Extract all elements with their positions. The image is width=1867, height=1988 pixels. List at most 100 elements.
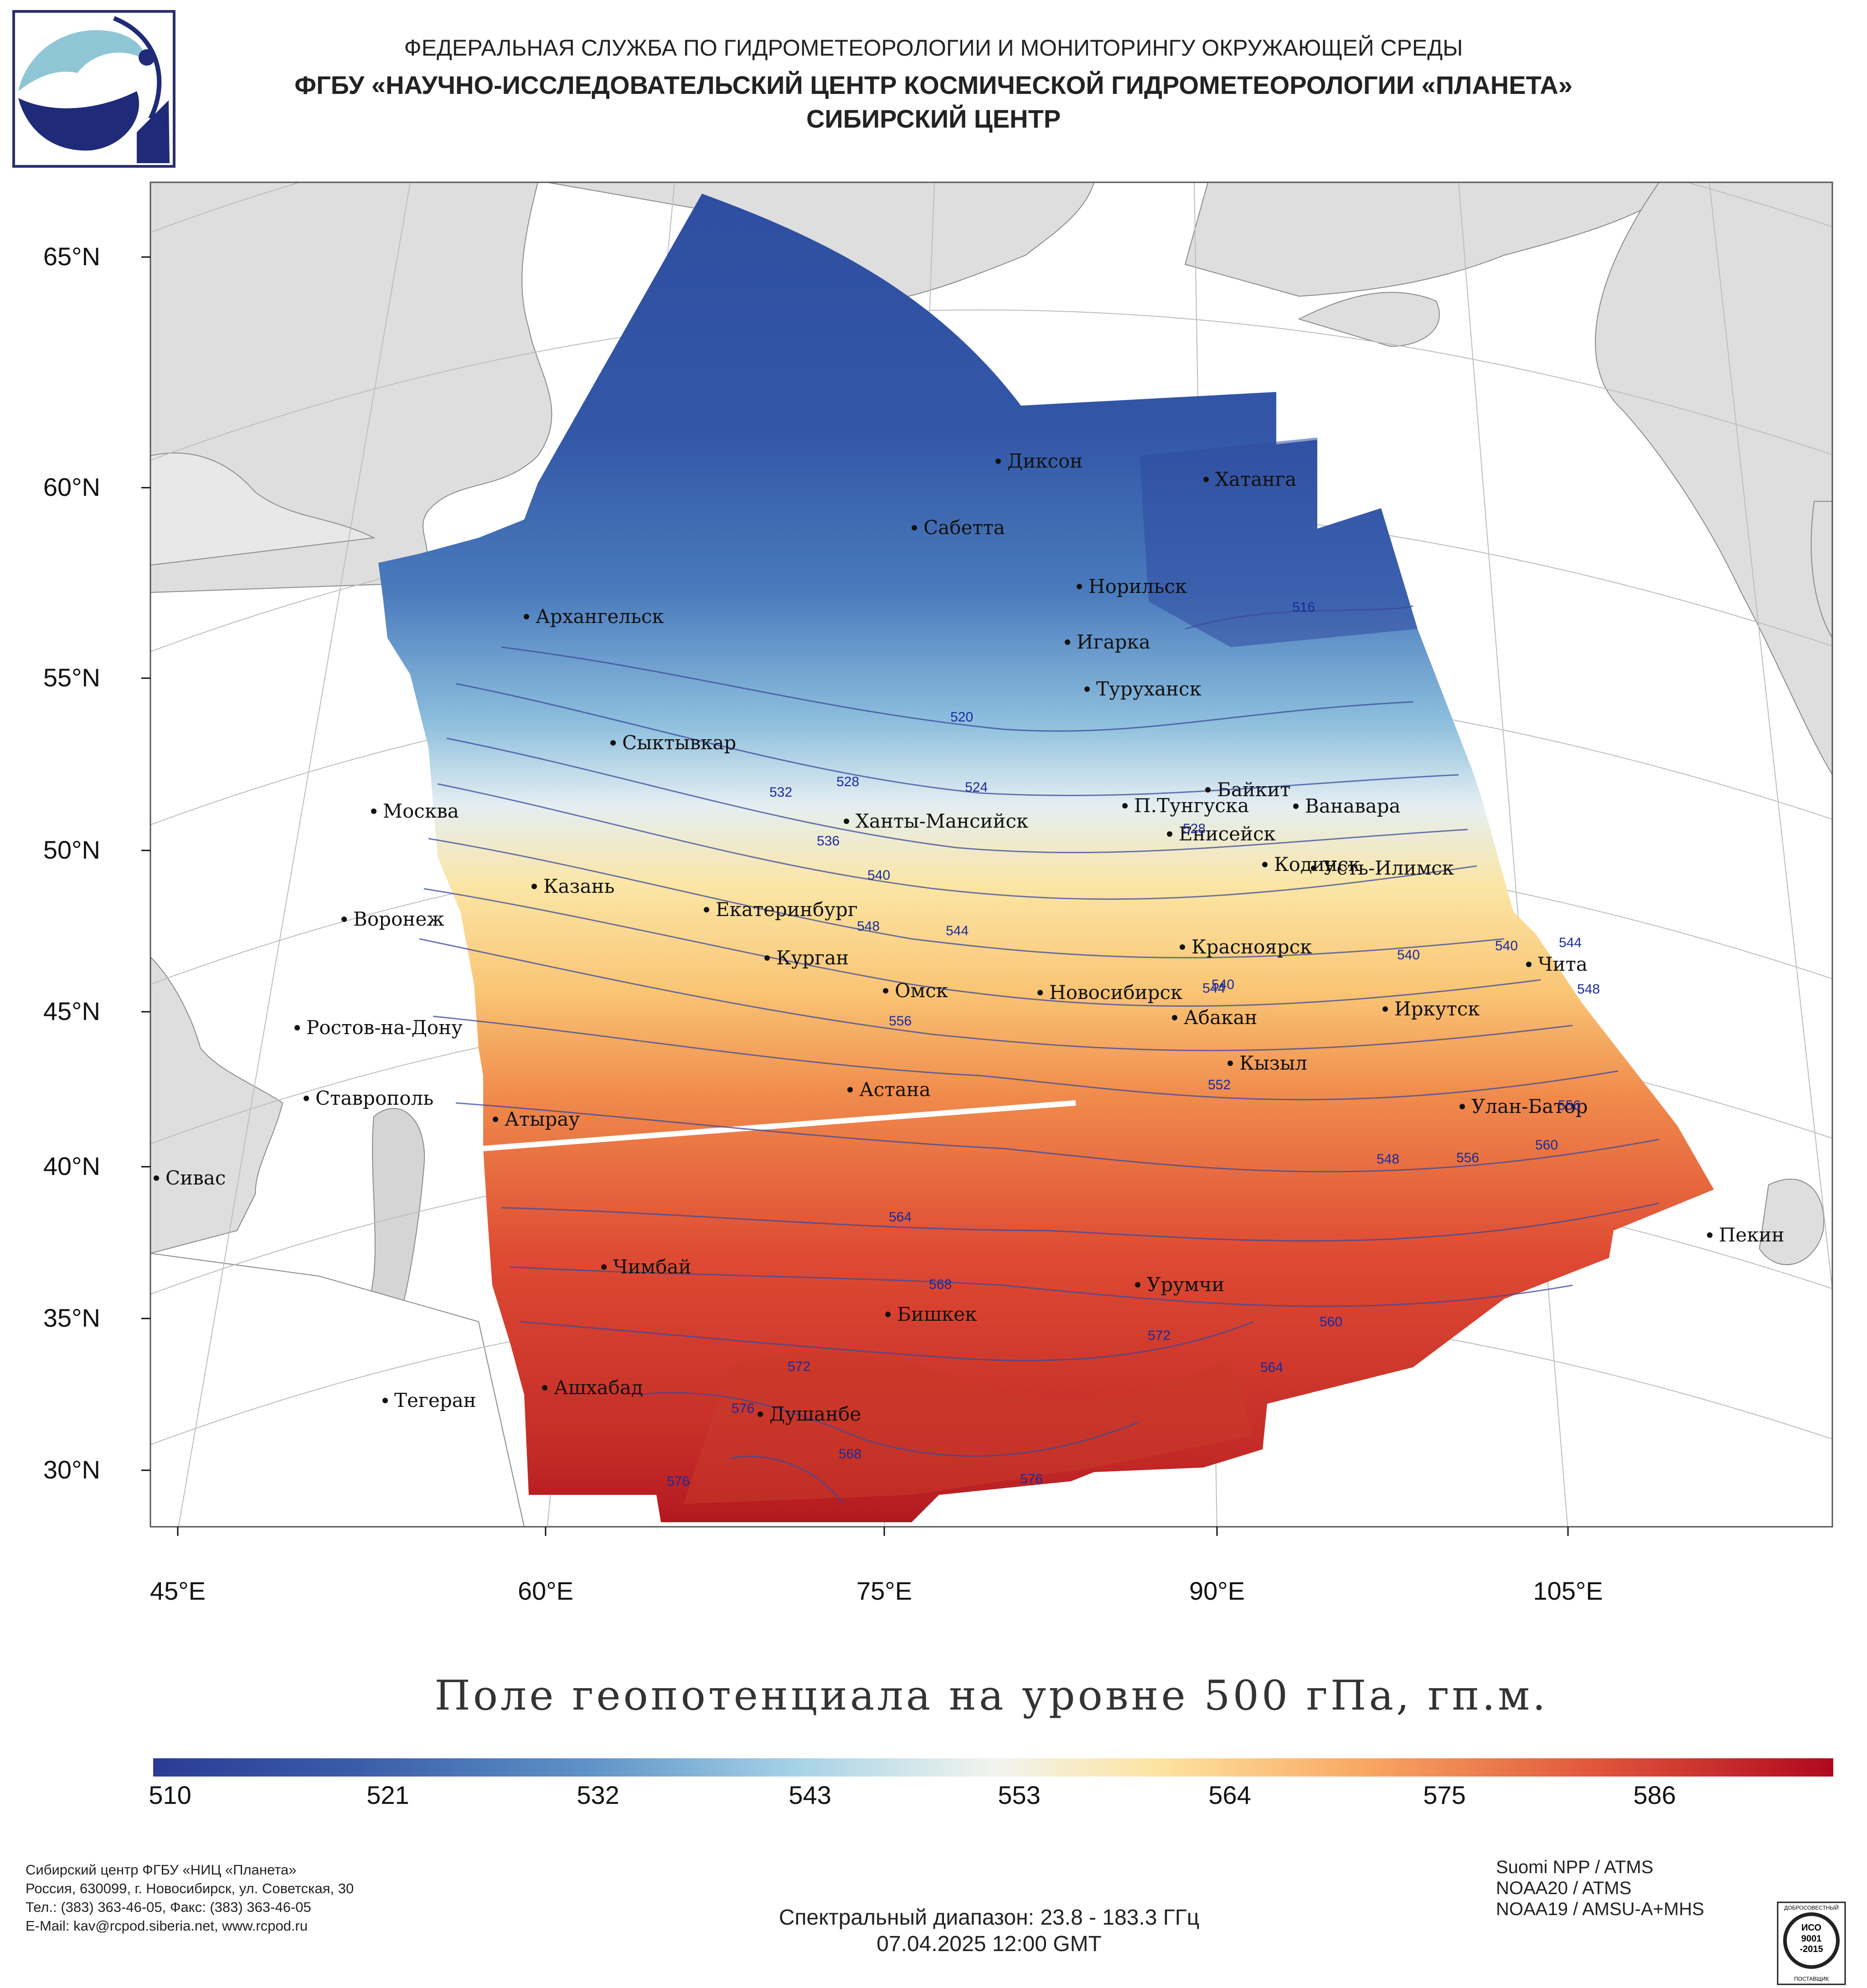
colorbar-tick: 586 (1633, 1781, 1676, 1809)
city-dot (995, 458, 1001, 464)
city-label: Туруханск (1096, 678, 1202, 700)
city-dot (382, 1398, 388, 1403)
city-label: Сыктывкар (622, 731, 736, 754)
city-19: Воронеж (341, 908, 444, 930)
org-phone: Тел.: (383) 363-46-05, Факс: (383) 363-4… (26, 1899, 311, 1915)
contour-label: 548 (1377, 1152, 1399, 1167)
city-dot (1167, 831, 1172, 837)
institute-title: ФГБУ «НАУЧНО-ИССЛЕДОВАТЕЛЬСКИЙ ЦЕНТР КОС… (294, 71, 1573, 99)
city-dot (1382, 1006, 1388, 1012)
contour-label: 568 (839, 1447, 861, 1462)
city-label: Чимбай (613, 1256, 691, 1278)
city-label: Улан-Батор (1471, 1095, 1588, 1118)
city-dot (1077, 584, 1082, 589)
city-markers: Диксон Хатанга Сабетта Норильск Архангельск И… (154, 450, 1784, 1425)
lat-label-65: 65°N (43, 242, 100, 271)
city-label: Астана (859, 1078, 931, 1101)
lon-label-60: 60°E (517, 1576, 574, 1605)
city-dot (371, 809, 376, 814)
city-8: Сыктывкар (610, 731, 736, 754)
city-26: Абакан (1172, 1006, 1257, 1029)
contour-label: 568 (929, 1277, 952, 1292)
city-7: Туруханск (1084, 678, 1202, 700)
city-40: Тегеран (382, 1389, 476, 1411)
city-24: Новосибирск (1037, 981, 1182, 1004)
city-dot (154, 1175, 159, 1181)
satellite-list: Suomi NPP / ATMS NOAA20 / ATMS NOAA19 / … (1496, 1857, 1704, 1920)
contour-label: 572 (1148, 1328, 1171, 1343)
contour-label: 556 (1558, 1098, 1581, 1113)
city-2: Хатанга (1203, 468, 1296, 490)
city-dot (1135, 1282, 1140, 1288)
lat-label-45: 45°N (43, 997, 100, 1025)
contour-label: 548 (1577, 982, 1600, 997)
lon-label-105: 105°E (1533, 1576, 1603, 1605)
city-28: Кызыл (1227, 1052, 1307, 1074)
contour-label: 572 (788, 1359, 810, 1374)
city-dot (764, 955, 770, 961)
city-dot (847, 1087, 853, 1092)
city-label: Норильск (1088, 575, 1187, 597)
city-label: Архангельск (536, 605, 664, 628)
lat-label-50: 50°N (43, 835, 100, 864)
city-17: Казань (531, 875, 614, 897)
city-dot (601, 1264, 607, 1270)
city-label: Ханты-Мансийск (856, 810, 1028, 832)
city-label: Чита (1538, 953, 1588, 975)
city-1: Диксон (995, 450, 1083, 472)
contour-labels: 5165205245285285325365405405405405445445… (667, 600, 1600, 1489)
city-label: Красноярск (1191, 936, 1312, 958)
lat-label-30: 30°N (43, 1455, 100, 1484)
observation-datetime: 07.04.2025 12:00 GMT (877, 1932, 1102, 1956)
city-21: Курган (764, 947, 849, 969)
contour-label: 556 (1456, 1150, 1479, 1165)
city-dot (1262, 862, 1268, 867)
spectral-range: Спектральный диапазон: 23.8 - 183.3 ГГц (779, 1906, 1200, 1930)
iso-bottom-text: ПОСТАВЩИК (1794, 1976, 1829, 1982)
satellite-item: NOAA19 / AMSU-A+MHS (1496, 1899, 1704, 1919)
contour-label: 560 (1535, 1138, 1558, 1153)
city-label: Иркутск (1394, 998, 1480, 1020)
city-label: Воронеж (353, 908, 444, 930)
city-label: Кодинск (1274, 853, 1360, 876)
iso-year-text: -2015 (1800, 1944, 1823, 1954)
colorbar-tick: 510 (149, 1781, 191, 1809)
contour-label: 556 (889, 1014, 912, 1029)
city-39: Душанбе (758, 1403, 861, 1425)
city-11: Ханты-Мансийск (844, 810, 1028, 832)
colorbar-tick: 532 (577, 1781, 619, 1809)
lat-label-55: 55°N (43, 663, 100, 692)
city-16: Усть-Илимск (1311, 857, 1454, 879)
city-14: Енисейск (1167, 823, 1276, 845)
organization-contacts: Сибирский центр ФГБУ «НИЦ «Планета» Росс… (26, 1860, 354, 1935)
city-dot (1065, 639, 1070, 645)
city-label: Сабетта (923, 516, 1005, 539)
city-dot (610, 740, 616, 746)
city-label: Тегеран (394, 1389, 476, 1411)
contour-label: 536 (817, 834, 840, 849)
contour-label: 540 (1397, 948, 1420, 963)
city-label: Ставрополь (315, 1087, 433, 1109)
city-label: Екатеринбург (716, 898, 858, 921)
colorbar-tick: 564 (1208, 1781, 1251, 1809)
city-34: Пекин (1707, 1224, 1784, 1246)
city-dot (524, 614, 529, 619)
city-label: Диксон (1007, 450, 1083, 472)
city-label: Кызыл (1239, 1052, 1307, 1074)
city-label: Усть-Илимск (1323, 857, 1454, 879)
org-address: Россия, 630099, г. Новосибирск, ул. Сове… (26, 1880, 354, 1896)
city-label: Енисейск (1179, 823, 1276, 845)
agency-title: ФЕДЕРАЛЬНАЯ СЛУЖБА ПО ГИДРОМЕТЕОРОЛОГИИ … (404, 35, 1463, 61)
city-dot (1203, 477, 1209, 482)
city-dot (758, 1411, 763, 1417)
city-dot (1084, 686, 1090, 692)
city-dot (704, 907, 709, 912)
city-dot (1293, 803, 1299, 809)
city-label: Омск (895, 979, 948, 1002)
city-label: Ростов-на-Дону (306, 1016, 463, 1039)
contour-label: 516 (1292, 600, 1315, 615)
center-title: СИБИРСКИЙ ЦЕНТР (806, 104, 1061, 133)
city-9: Байкит (1205, 778, 1290, 801)
city-label: Хатанга (1215, 468, 1296, 490)
